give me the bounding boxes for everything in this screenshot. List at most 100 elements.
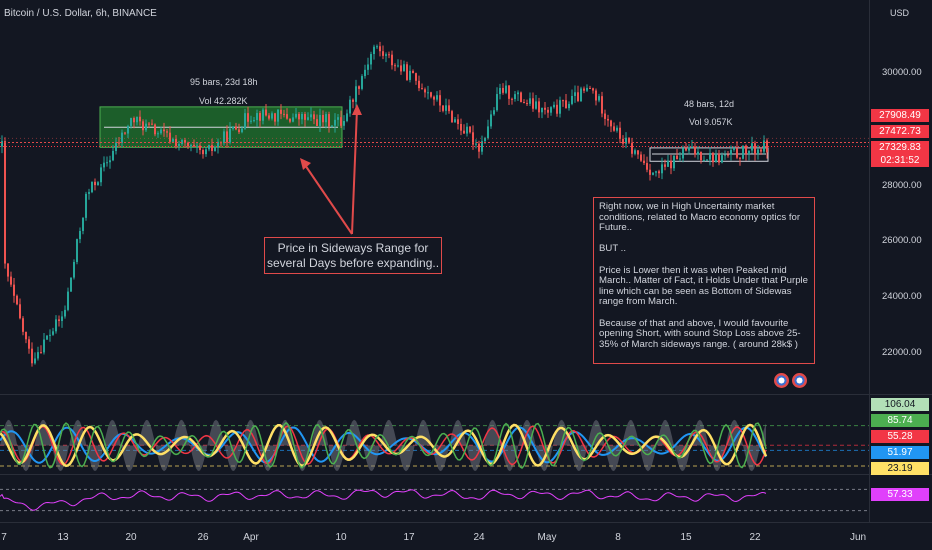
- candle-body: [334, 119, 336, 126]
- candle-body: [487, 126, 489, 139]
- candle-body: [163, 129, 165, 132]
- x-tick: 24: [473, 532, 485, 543]
- candle-body: [499, 87, 501, 95]
- rsi-line: [0, 489, 767, 511]
- candle-body: [313, 114, 315, 120]
- candle-body: [388, 54, 390, 56]
- candle-body: [235, 126, 237, 130]
- flag-icon[interactable]: [792, 373, 807, 388]
- candle-body: [643, 160, 645, 164]
- candle-body: [556, 104, 558, 114]
- flag-icon[interactable]: [774, 373, 789, 388]
- range2-bars-label: 48 bars, 12d: [684, 99, 735, 109]
- candle-body: [706, 159, 708, 161]
- y-tick: 24000.00: [882, 291, 922, 302]
- candle-body: [397, 65, 399, 67]
- candle-body: [76, 239, 78, 262]
- candle-body: [670, 160, 672, 169]
- candle-body: [445, 105, 447, 111]
- callout-line-2: several Days before expanding..: [266, 256, 440, 270]
- candle-body: [16, 295, 18, 305]
- x-tick: 7: [1, 532, 7, 543]
- candle-body: [538, 101, 540, 113]
- candle-body: [331, 125, 333, 127]
- candle-body: [721, 155, 723, 163]
- oscillator-panel: [0, 419, 869, 472]
- x-tick: 26: [197, 532, 209, 543]
- x-tick: 8: [615, 532, 621, 543]
- candle-body: [424, 89, 426, 93]
- candle-body: [511, 98, 513, 100]
- candle-body: [205, 149, 207, 155]
- sideways-callout: Price in Sideways Range for several Days…: [264, 237, 442, 274]
- candle-body: [58, 319, 60, 322]
- rsi-panel: [0, 488, 869, 512]
- candle-body: [337, 117, 339, 120]
- candle-body: [685, 148, 687, 151]
- candle-body: [385, 54, 387, 56]
- candle-body: [79, 230, 81, 240]
- candle-body: [601, 96, 603, 114]
- candle-body: [682, 148, 684, 159]
- candle-body: [406, 64, 408, 80]
- candle-body: [343, 121, 345, 126]
- note-paragraph-1: Right now, we in High Uncertainty market…: [599, 201, 801, 234]
- candle-body: [22, 318, 24, 332]
- candle-body: [562, 100, 564, 102]
- candle-body: [187, 142, 189, 147]
- candle-body: [247, 113, 249, 122]
- candle-body: [190, 144, 192, 147]
- candle-body: [64, 309, 66, 317]
- candle-body: [310, 114, 312, 118]
- candle-body: [34, 358, 36, 364]
- y-tick: 22000.00: [882, 347, 922, 358]
- candle-body: [238, 129, 240, 133]
- candle-body: [595, 90, 597, 101]
- candle-body: [217, 141, 219, 148]
- candle-body: [559, 100, 561, 114]
- candle-body: [400, 65, 402, 72]
- candle-body: [289, 118, 291, 122]
- candle-body: [154, 124, 156, 135]
- candle-body: [370, 54, 372, 65]
- analysis-note: Right now, we in High Uncertainty market…: [593, 197, 815, 364]
- x-tick: 13: [57, 532, 69, 543]
- candle-body: [640, 154, 642, 161]
- candle-body: [748, 150, 750, 155]
- candle-body: [88, 192, 90, 194]
- candle-body: [373, 46, 375, 55]
- candle-body: [568, 103, 570, 109]
- y-tick: 26000.00: [882, 235, 922, 246]
- range2-vol-label: Vol 9.057K: [689, 117, 733, 127]
- candle-body: [517, 92, 519, 95]
- x-tick: 22: [749, 532, 761, 543]
- candle-body: [4, 141, 6, 264]
- candle-body: [436, 95, 438, 100]
- candle-body: [439, 95, 441, 106]
- candle-body: [391, 54, 393, 66]
- candle-body: [592, 88, 594, 91]
- candle-body: [751, 143, 753, 151]
- candle-body: [133, 118, 135, 123]
- candle-body: [10, 276, 12, 285]
- candle-body: [577, 92, 579, 102]
- candle-body: [124, 132, 126, 134]
- candle-body: [382, 51, 384, 56]
- candle-body: [688, 147, 690, 151]
- y-tick: 28000.00: [882, 180, 922, 191]
- candle-body: [583, 88, 585, 91]
- candle-body: [667, 160, 669, 167]
- candle-body: [523, 101, 525, 104]
- candle-body: [475, 143, 477, 145]
- candle-body: [703, 160, 705, 162]
- candle-body: [739, 157, 741, 159]
- pane-separator: [0, 394, 932, 395]
- candle-body: [160, 129, 162, 134]
- x-tick: 15: [680, 532, 692, 543]
- candle-body: [451, 111, 453, 123]
- note-paragraph-3: Price is Lower then it was when Peaked m…: [599, 264, 809, 308]
- osc-area: [0, 419, 766, 472]
- candle-body: [319, 115, 321, 126]
- candle-body: [172, 139, 174, 142]
- candle-body: [340, 117, 342, 126]
